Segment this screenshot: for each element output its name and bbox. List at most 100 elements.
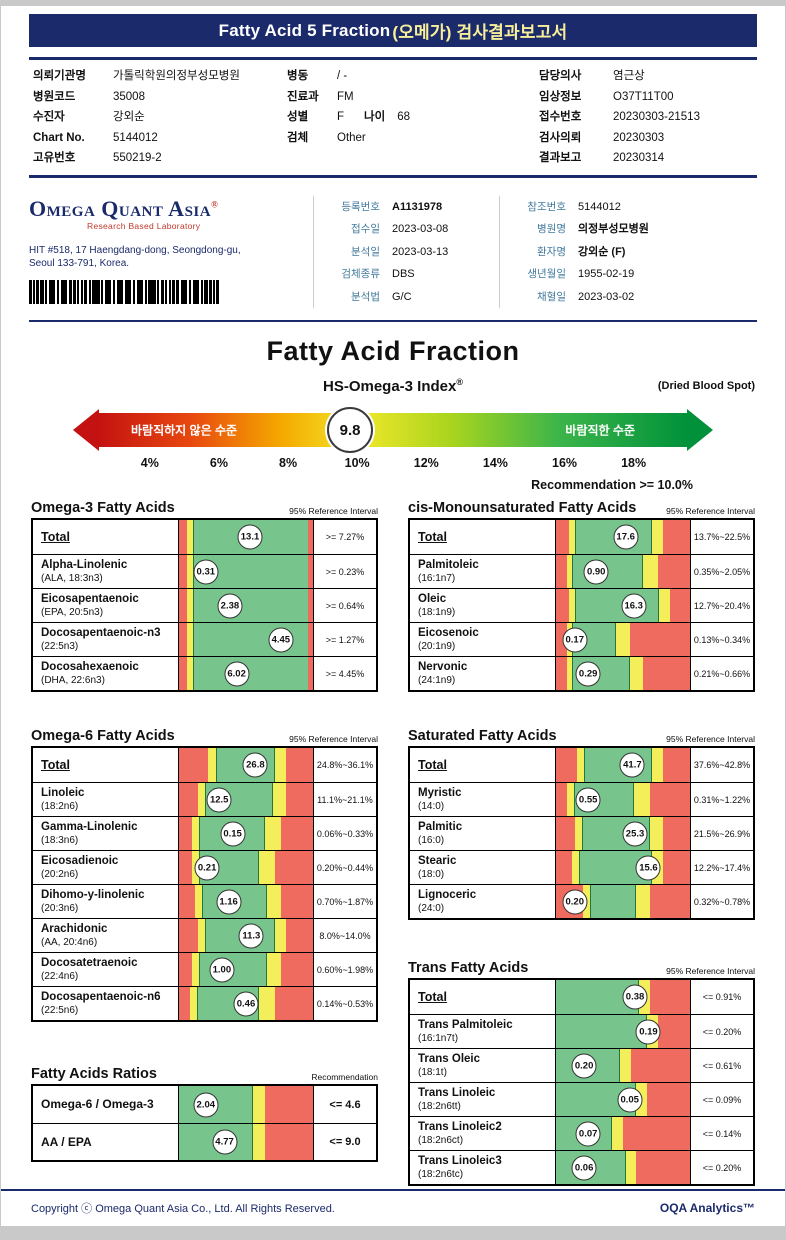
bar-segment-red: [179, 555, 188, 588]
analyte-name: Eicosadienoic (20:2n6): [33, 851, 179, 884]
bar-segment-red: [649, 783, 690, 816]
info-value: 강외순: [113, 111, 145, 123]
info-label: 진료과: [287, 90, 319, 103]
reference-interval: >= 4.45%: [325, 668, 365, 679]
bar-segment-red: [179, 919, 198, 952]
analyte-formula: (DHA, 22:6n3): [41, 674, 105, 686]
bar-segment-green: [590, 885, 637, 918]
analyte-formula: (18:1n9): [418, 606, 456, 618]
ratios-table-block: Fatty Acids Ratios Recommendation Omega-6 …: [31, 1066, 378, 1162]
analyte-formula: (24:1n9): [418, 674, 456, 686]
report-title-ko: (오메가) 검사결과보고서: [392, 23, 568, 42]
bar-segment-red: [179, 817, 193, 850]
bar-segment-yellow: [259, 987, 276, 1020]
lab-info-row: 병원명 의정부성모병원: [508, 218, 757, 241]
bar-segment-red: [307, 555, 313, 588]
table-row: Linoleic (18:2n6) 12.5 11.1%~21.1%: [33, 782, 376, 816]
analyte-formula: (18:2n6): [41, 800, 79, 812]
analyte-name: Linoleic (18:2n6): [33, 783, 179, 816]
registered-mark: ®: [456, 377, 463, 387]
table-row: Total 0.38 <= 0.91%: [410, 980, 753, 1014]
lab-info-section: Omega Quant Asia® Research Based Laborat…: [29, 186, 757, 322]
bar-segment-yellow: [187, 623, 194, 656]
value-marker: 0.21: [194, 855, 220, 880]
table-title: Omega-3 Fatty Acids: [31, 500, 175, 516]
lab-info-row: 채혈일 2023-03-02: [508, 286, 757, 309]
lab-info-label: 검체종류: [341, 268, 380, 280]
table-header: Omega-3 Fatty Acids 95% Reference Interva…: [31, 500, 378, 516]
right-table-column: cis-Monounsaturated Fatty Acids 95% Refer…: [408, 500, 755, 1186]
left-table-column: Omega-3 Fatty Acids 95% Reference Interva…: [31, 500, 378, 1186]
info-label: 병원코드: [33, 90, 76, 103]
analyte-name-text: Trans Palmitoleic: [418, 1018, 513, 1031]
table-header: Fatty Acids Ratios Recommendation: [31, 1066, 378, 1082]
bar-segment-red: [179, 623, 188, 656]
analyte-name: Lignoceric (24:0): [410, 885, 556, 918]
value-marker: 0.07: [575, 1121, 601, 1146]
lab-info-label: 채혈일: [537, 290, 566, 303]
bar-segment-yellow: [572, 851, 581, 884]
analyte-name-text: Stearic: [418, 854, 457, 867]
table-row: Dihomo-y-linolenic (20:3n6) 1.16 0.70%~1.87…: [33, 884, 376, 918]
lab-info-label: 등록번호: [341, 200, 380, 213]
info-label: 고유번호: [33, 152, 76, 164]
analyte-name: Trans Linoleic2 (18:2n6ct): [410, 1117, 556, 1150]
analyte-formula: (16:1n7): [418, 572, 456, 584]
range-bar: 17.6: [556, 520, 691, 554]
analyte-name: Total: [410, 748, 556, 782]
bar-segment-yellow: [612, 1117, 623, 1150]
bar-segment-red: [179, 748, 209, 782]
analyte-name: Total: [410, 980, 556, 1014]
bar-segment-red: [647, 1083, 690, 1116]
table-row: Nervonic (24:1n9) 0.29 0.21%~0.66%: [410, 656, 753, 690]
table-title: Fatty Acids Ratios: [31, 1066, 157, 1082]
bar-segment-yellow: [275, 919, 287, 952]
analyte-name: Trans Linoleic (18:2n6tt): [410, 1083, 556, 1116]
results-tables: Omega-3 Fatty Acids 95% Reference Interva…: [1, 500, 785, 1186]
lab-info-row: 분석법 G/C: [322, 286, 499, 309]
info-row: 임상정보 O37T11T00: [539, 87, 753, 108]
value-marker: 0.20: [562, 889, 588, 914]
bar-segment-red: [179, 885, 196, 918]
range-bar: 0.46: [179, 987, 314, 1020]
analyte-formula: (18:1t): [418, 1066, 447, 1078]
reference-note: 95% Reference Interval: [289, 506, 378, 516]
bar-segment-red: [663, 748, 690, 782]
gauge-value-badge: 9.8: [327, 407, 374, 453]
bar-segment-red: [649, 980, 690, 1014]
bar-segment-yellow: [652, 748, 664, 782]
bar-segment-red: [556, 748, 578, 782]
analyte-name: Arachidonic (AA, 20:4n6): [33, 919, 179, 952]
bar-segment-yellow: [636, 885, 650, 918]
lab-info-value: 의정부성모병원: [578, 223, 649, 235]
info-row: 의뢰기관명 가톨릭학원의정부성모병원: [33, 66, 287, 87]
info-label: 임상정보: [539, 90, 582, 103]
bar-segment-yellow: [574, 817, 583, 850]
bar-segment-yellow: [189, 987, 198, 1020]
table-row: Palmitoleic (16:1n7) 0.90 0.35%~2.05%: [410, 554, 753, 588]
bar-segment-red: [657, 1015, 690, 1048]
info-row: 검사의뢰 20230303: [539, 128, 753, 149]
table-row: Trans Linoleic2 (18:2n6ct) 0.07 <= 0.14%: [410, 1116, 753, 1150]
bar-segment-red: [556, 589, 570, 622]
bar-segment-yellow: [566, 783, 575, 816]
analyte-formula: (EPA, 20:5n3): [41, 606, 104, 618]
reference-interval: <= 0.14%: [702, 1128, 742, 1139]
analyte-name: Total: [33, 520, 179, 554]
footer: Copyright ⓒ Omega Quant Asia Co., Ltd. A…: [1, 1189, 785, 1226]
info-row: 고유번호 550219-2: [33, 148, 287, 169]
range-bar: 6.02: [179, 657, 314, 690]
table-row: Arachidonic (AA, 20:4n6) 11.3 8.0%~14.0%: [33, 918, 376, 952]
range-bar: 2.38: [179, 589, 314, 622]
analyte-name: Docosahexaenoic (DHA, 22:6n3): [33, 657, 179, 690]
value-marker: 0.55: [575, 787, 601, 812]
registered-mark: ®: [211, 199, 219, 210]
bar-segment-red: [623, 1117, 690, 1150]
cis-mufa-table-block: cis-Monounsaturated Fatty Acids 95% Refer…: [408, 500, 755, 692]
reference-interval: 0.14%~0.53%: [316, 998, 374, 1009]
table-title: cis-Monounsaturated Fatty Acids: [408, 500, 637, 516]
analyte-name-text: Omega-6 / Omega-3: [41, 1097, 154, 1111]
table-row: Gamma-Linolenic (18:3n6) 0.15 0.06%~0.33%: [33, 816, 376, 850]
reference-interval: <= 4.6: [329, 1098, 361, 1111]
info-value: 20230303-21513: [613, 111, 700, 123]
